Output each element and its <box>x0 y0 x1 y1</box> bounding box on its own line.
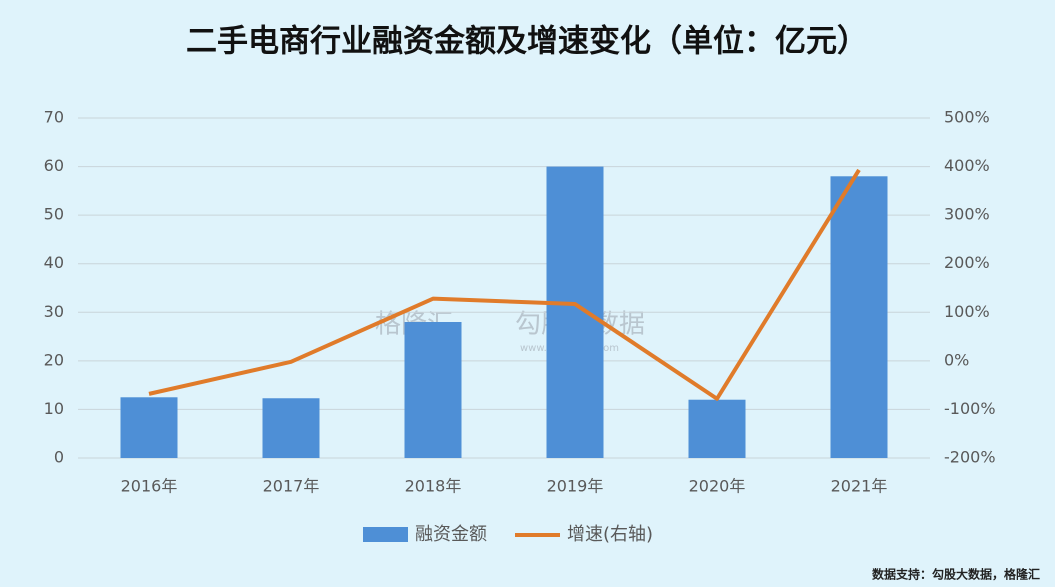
y2-tick-label: 300% <box>944 205 990 224</box>
y-tick-label: 10 <box>44 399 64 418</box>
y2-tick-label: 0% <box>944 350 969 369</box>
legend-label: 增速(右轴) <box>567 524 653 545</box>
bar <box>546 166 604 459</box>
bar <box>120 397 178 458</box>
legend-label: 融资金额 <box>415 524 487 545</box>
x-tick-label: 2020年 <box>689 477 746 496</box>
y2-tick-label: -100% <box>944 399 996 418</box>
y2-tick-label: 400% <box>944 156 990 175</box>
chart-title: 二手电商行业融资金额及增速变化（单位：亿元） <box>186 24 868 60</box>
bar <box>688 399 746 458</box>
source-note: 数据支持：勾股大数据，格隆汇 <box>872 567 1040 582</box>
x-tick-label: 2018年 <box>405 477 462 496</box>
y2-tick-label: 500% <box>944 108 990 127</box>
y2-tick-label: -200% <box>944 448 996 467</box>
y-tick-label: 60 <box>44 156 64 175</box>
bar <box>830 176 888 459</box>
y-tick-label: 40 <box>44 253 64 272</box>
y-tick-label: 50 <box>44 205 64 224</box>
x-tick-label: 2019年 <box>547 477 604 496</box>
line <box>148 168 861 401</box>
legend-swatch <box>363 527 408 542</box>
y-tick-label: 70 <box>44 108 64 127</box>
x-tick-label: 2016年 <box>121 477 178 496</box>
x-tick-label: 2017年 <box>263 477 320 496</box>
y-tick-label: 0 <box>54 448 64 467</box>
x-tick-label: 2021年 <box>831 477 888 496</box>
bar <box>404 322 462 458</box>
y2-tick-label: 100% <box>944 302 990 321</box>
y-tick-label: 30 <box>44 302 64 321</box>
bar <box>262 398 320 458</box>
y-tick-label: 20 <box>44 350 64 369</box>
y2-tick-label: 200% <box>944 253 990 272</box>
